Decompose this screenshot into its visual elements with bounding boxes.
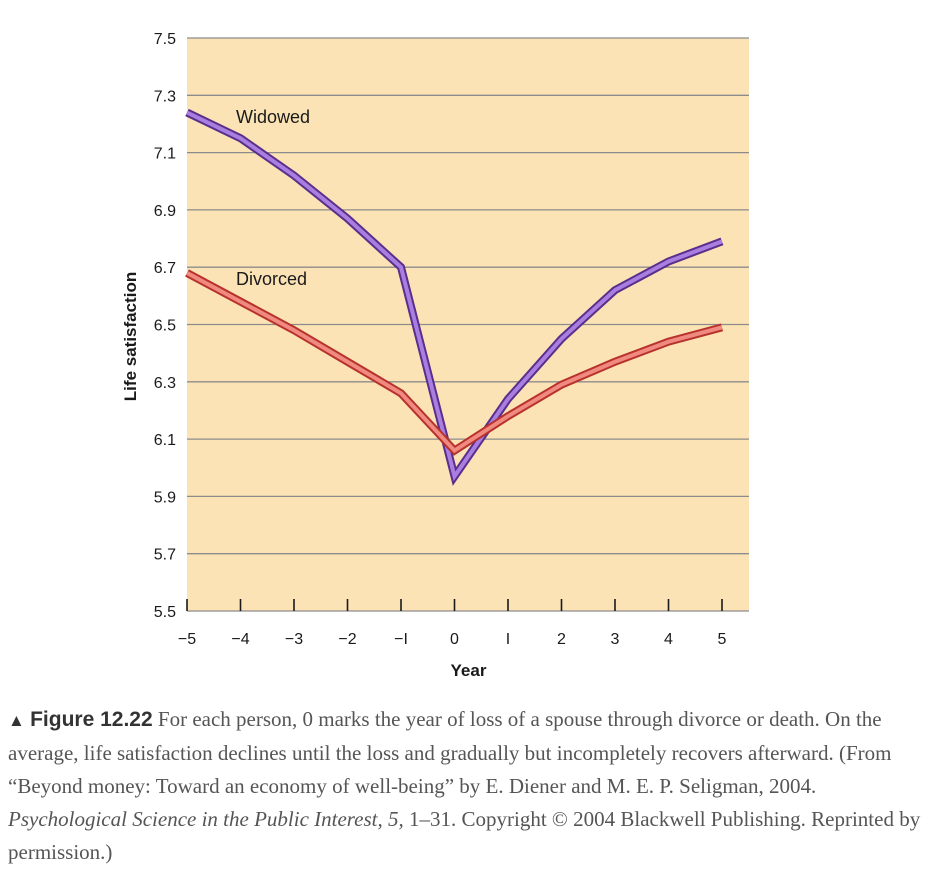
caption-text: For each person, 0 marks the year of los…: [8, 707, 892, 798]
figure-caption: ▲ Figure 12.22 For each person, 0 marks …: [8, 703, 928, 869]
x-axis-title: Year: [451, 661, 487, 680]
x-tick-label: −I: [394, 631, 408, 648]
life-satisfaction-chart: 7.5 7.3 7.1 6.9 6.7 6.5 6.3 6.1 5.9 5.7 5.5 −5 −4 −3…: [121, 31, 749, 680]
y-tick-label: 6.9: [154, 203, 176, 220]
y-tick-label: 6.1: [154, 432, 176, 449]
caption-text-end: 1–31. Copyright © 2004 Blackwell Publish…: [8, 807, 921, 864]
figure-label: Figure 12.22: [30, 708, 153, 731]
triangle-marker-icon: ▲: [8, 711, 25, 730]
x-tick-label: 3: [611, 631, 620, 648]
series-lines: [185, 108, 724, 486]
y-tick-label: 5.7: [154, 547, 176, 564]
caption-journal: Psychological Science in the Public Inte…: [8, 807, 404, 831]
series-widowed: [185, 108, 724, 486]
x-tick-label: −3: [285, 631, 303, 648]
y-tick-labels: 7.5 7.3 7.1 6.9 6.7 6.5 6.3 6.1 5.9 5.7 5.5: [154, 31, 176, 621]
x-tick-label: 2: [557, 631, 566, 648]
x-tick-label: −4: [231, 631, 249, 648]
series-divorced: [185, 269, 724, 456]
x-tick-label: 0: [450, 631, 459, 648]
y-tick-label: 7.3: [154, 88, 176, 105]
gridlines: [187, 37, 749, 612]
y-tick-label: 5.5: [154, 604, 176, 621]
y-tick-label: 5.9: [154, 489, 176, 506]
y-tick-label: 7.5: [154, 31, 176, 48]
y-tick-label: 6.5: [154, 318, 176, 335]
x-tick-label: −2: [338, 631, 356, 648]
y-tick-label: 6.3: [154, 375, 176, 392]
series-label-divorced: Divorced: [236, 269, 307, 289]
y-tick-label: 6.7: [154, 260, 176, 277]
x-tick-label: −5: [178, 631, 196, 648]
x-tick-label: I: [506, 631, 510, 648]
x-axis-ticks: −5 −4 −3 −2 −I 0 I 2 3 4 5: [178, 599, 727, 648]
y-axis-title: Life satisfaction: [121, 272, 140, 401]
series-label-widowed: Widowed: [236, 107, 310, 127]
y-tick-label: 7.1: [154, 146, 176, 163]
x-tick-label: 5: [718, 631, 727, 648]
x-tick-label: 4: [664, 631, 673, 648]
